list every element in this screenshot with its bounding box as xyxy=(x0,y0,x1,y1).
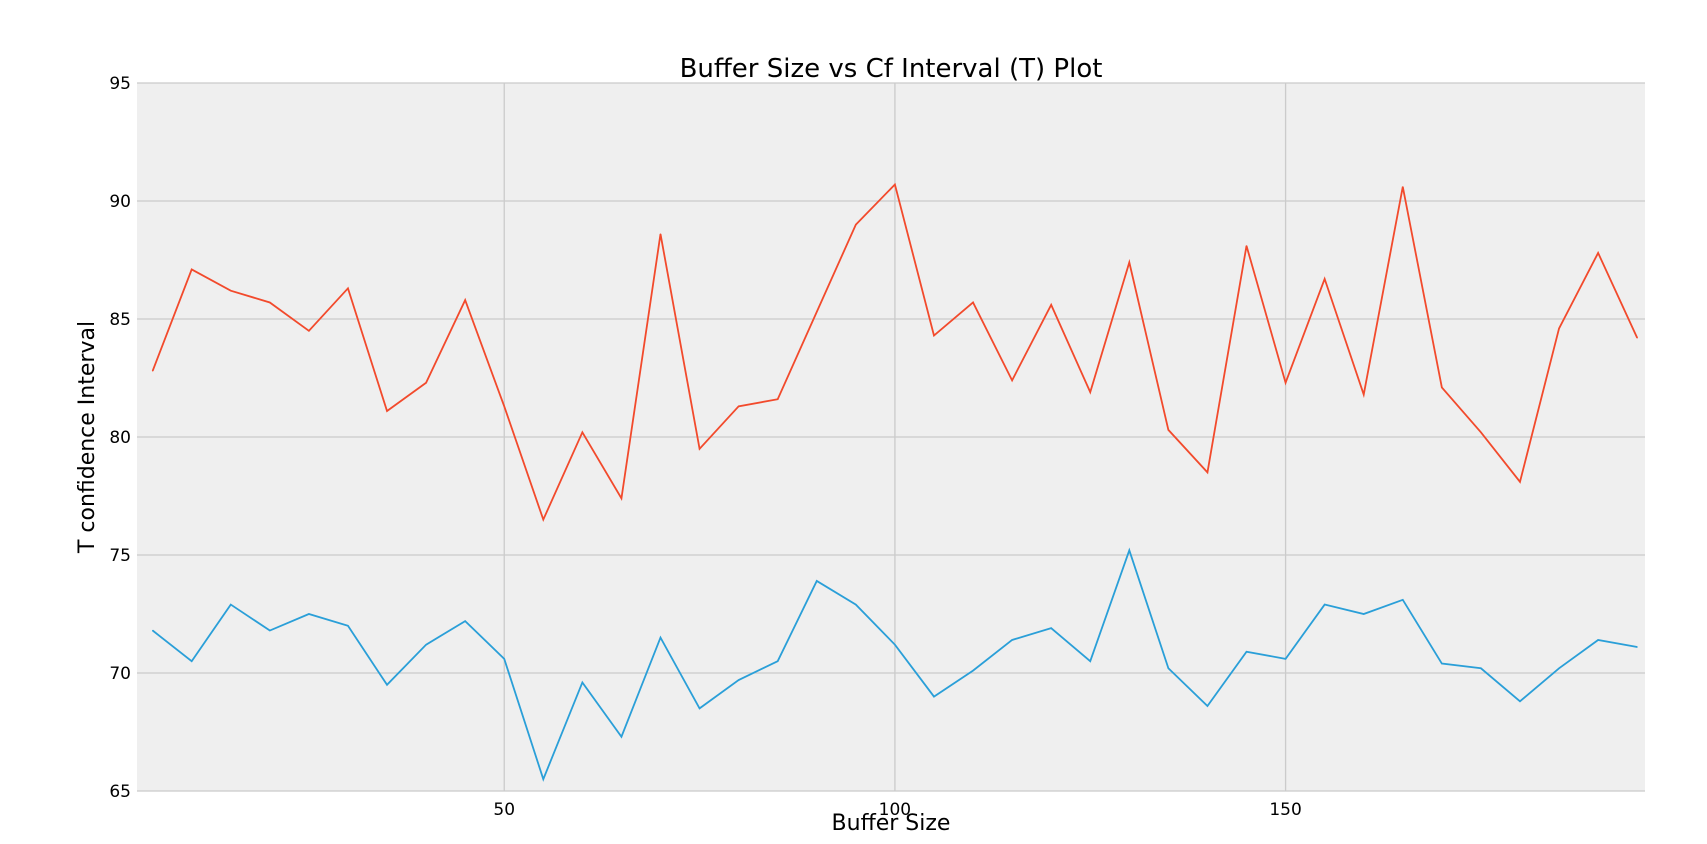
series-1-point xyxy=(894,183,896,186)
tick-labels: 65 70 75 80 85 90 95 50 100 150 xyxy=(109,74,1301,820)
series-1-point xyxy=(230,290,232,292)
series-1-point xyxy=(425,382,427,384)
series-2-point xyxy=(738,679,740,681)
series-2-point xyxy=(933,696,935,698)
series-2-point xyxy=(698,707,701,710)
series-1-point xyxy=(1050,304,1052,306)
series-2-point xyxy=(191,660,193,662)
series-1-point xyxy=(698,448,701,450)
series-1-point xyxy=(1519,481,1521,483)
series-1-point xyxy=(972,301,974,304)
chart-title: Buffer Size vs Cf Interval (T) Plot xyxy=(680,54,1103,84)
series-1-point xyxy=(1402,186,1404,188)
y-tick-label: 85 xyxy=(109,310,131,330)
series-2-point xyxy=(581,681,583,684)
series-2-point xyxy=(464,620,466,622)
series-1-point xyxy=(1284,382,1287,384)
series-2-point xyxy=(1050,627,1052,629)
series-2-point xyxy=(816,580,818,582)
series-1-point xyxy=(191,268,193,271)
series-2-point xyxy=(1089,660,1091,662)
series-2-point xyxy=(1324,603,1326,606)
y-tick-label: 75 xyxy=(109,546,131,566)
series-2-point xyxy=(308,613,310,615)
series-2-point xyxy=(1441,662,1443,665)
series-1-point xyxy=(1206,471,1209,473)
series-1-point xyxy=(620,497,623,499)
series-1-point xyxy=(347,287,349,289)
series-2-point xyxy=(659,637,662,639)
series-2-point xyxy=(1284,658,1287,660)
series-2-point xyxy=(777,660,779,662)
series-1-point xyxy=(1441,386,1443,389)
series-2-point xyxy=(855,603,857,606)
series-2-point xyxy=(1167,667,1169,669)
series-2-point xyxy=(1011,639,1013,641)
series-2-point xyxy=(1480,667,1482,669)
x-tick-label: 150 xyxy=(1269,800,1301,820)
series-1-point xyxy=(1245,245,1248,247)
series-2-point xyxy=(1402,599,1404,601)
series-2-point xyxy=(1128,549,1130,551)
series-1-point xyxy=(777,398,779,400)
series-2-point xyxy=(620,736,623,738)
series-2-point xyxy=(1597,639,1599,641)
series-2-point xyxy=(1558,667,1560,669)
series-1-point xyxy=(152,370,154,372)
series-2-point xyxy=(1519,700,1521,702)
series-1-point xyxy=(1011,379,1013,381)
x-axis-label: Buffer Size xyxy=(832,811,951,836)
series-1-point xyxy=(1597,252,1599,254)
series-1-point xyxy=(659,233,662,235)
x-tick-label: 50 xyxy=(493,800,515,820)
series-1-point xyxy=(542,519,544,521)
y-tick-label: 95 xyxy=(109,74,131,94)
series-2-point xyxy=(230,603,232,606)
series-1-point xyxy=(816,311,818,313)
series-1-point xyxy=(738,405,740,407)
series-1-point xyxy=(269,301,271,304)
series-1-point xyxy=(855,224,857,226)
series-2-point xyxy=(425,644,427,646)
y-tick-label: 90 xyxy=(109,192,131,212)
y-tick-label: 65 xyxy=(109,782,131,802)
series-2-point xyxy=(1245,651,1248,653)
y-axis-label: T confidence Interval xyxy=(75,321,100,554)
series-2-point xyxy=(269,629,271,632)
series-1-point xyxy=(1558,327,1560,330)
series-1-point xyxy=(464,299,466,301)
series-1-point xyxy=(1167,429,1169,431)
series-1-point xyxy=(933,334,935,337)
series-1-point xyxy=(503,405,505,407)
series-2-point xyxy=(386,684,388,686)
grid-lines xyxy=(137,82,1645,792)
series-1-point xyxy=(1363,393,1365,396)
series-2-point xyxy=(542,778,544,780)
series-2-point xyxy=(972,670,974,672)
y-tick-label: 80 xyxy=(109,428,131,448)
series-2-point xyxy=(347,625,349,627)
series-2-point xyxy=(894,644,896,646)
series-1-point xyxy=(308,330,310,332)
series-1-point xyxy=(1480,431,1482,433)
series-1-point xyxy=(1636,337,1638,339)
series-2-point xyxy=(152,629,154,632)
series-1-point xyxy=(1324,278,1326,280)
series-2-point xyxy=(503,658,505,660)
series-2-point xyxy=(1636,646,1638,648)
y-tick-label: 70 xyxy=(109,664,131,684)
x-tick-label: 100 xyxy=(879,800,911,820)
series-2-point xyxy=(1206,705,1209,707)
series-1-point xyxy=(1128,261,1130,263)
series-2-point xyxy=(1363,613,1365,615)
series-1-point xyxy=(581,431,583,433)
series-1-point xyxy=(1089,391,1091,393)
series-lines xyxy=(151,182,1639,782)
series-1-point xyxy=(386,410,388,412)
